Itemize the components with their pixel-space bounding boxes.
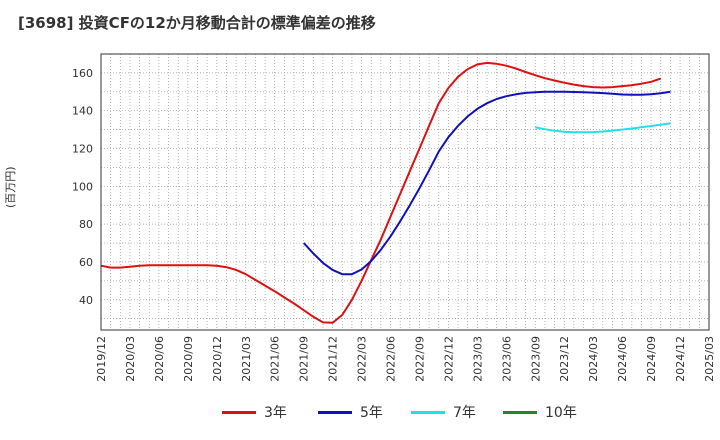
y-tick-label: 40 <box>79 294 93 307</box>
legend-item: 7年 <box>411 402 476 422</box>
x-tick-label: 2020/06 <box>153 336 166 382</box>
legend-label: 5年 <box>360 405 383 421</box>
x-tick-label: 2022/03 <box>356 336 369 382</box>
x-tick-label: 2020/03 <box>124 336 137 382</box>
y-tick-label: 80 <box>79 218 93 231</box>
legend-swatch <box>222 410 256 414</box>
x-tick-label: 2021/09 <box>298 336 311 382</box>
y-tick-label: 140 <box>72 105 93 118</box>
x-tick-label: 2021/12 <box>327 336 340 382</box>
x-tick-label: 2021/03 <box>240 336 253 382</box>
x-tick-label: 2025/03 <box>703 336 716 382</box>
x-tick-label: 2024/09 <box>645 336 658 382</box>
x-tick-label: 2023/03 <box>471 336 484 382</box>
x-tick-label: 2021/06 <box>269 336 282 382</box>
legend-item: 10年 <box>503 402 577 422</box>
x-tick-label: 2019/12 <box>95 336 108 382</box>
legend-item: 3年 <box>222 402 287 422</box>
legend-label: 10年 <box>545 405 577 421</box>
x-tick-label: 2022/09 <box>413 336 426 382</box>
x-tick-label: 2020/12 <box>211 336 224 382</box>
x-tick-label: 2022/12 <box>442 336 455 382</box>
legend-label: 7年 <box>453 405 476 421</box>
y-tick-label: 60 <box>79 256 93 269</box>
x-tick-label: 2022/06 <box>385 336 398 382</box>
x-tick-label: 2024/06 <box>616 336 629 382</box>
x-tick-label: 2020/09 <box>182 336 195 382</box>
legend-swatch <box>411 410 445 414</box>
series-line-1 <box>100 61 662 324</box>
y-tick-label: 100 <box>72 180 93 193</box>
x-tick-label: 2024/12 <box>674 336 687 382</box>
legend: 3年 5年 7年 10年 <box>0 402 720 426</box>
series-line-2 <box>302 90 671 276</box>
plot-frame <box>100 53 710 331</box>
y-tick-label: 120 <box>72 143 93 156</box>
x-tick-labels: 2019/12 2020/03 2020/06 2020/09 2020/12 2021/… <box>95 336 716 382</box>
legend-item: 5年 <box>318 402 383 422</box>
x-tick-label: 2023/06 <box>500 336 513 382</box>
x-tick-label: 2023/09 <box>529 336 542 382</box>
series-lines <box>100 61 671 324</box>
chart-title: [3698] 投資CFの12か月移動合計の標準偏差の推移 <box>18 14 376 32</box>
legend-label: 3年 <box>264 405 287 421</box>
legend-swatch <box>503 410 537 414</box>
y-tick-label: 160 <box>72 67 93 80</box>
series-line-3 <box>535 122 671 134</box>
legend-swatch <box>318 410 352 414</box>
x-tick-label: 2023/12 <box>558 336 571 382</box>
x-tick-label: 2024/03 <box>587 336 600 382</box>
y-tick-labels: 40 60 80 100 120 140 160 <box>72 67 93 307</box>
plot-area <box>101 54 709 330</box>
